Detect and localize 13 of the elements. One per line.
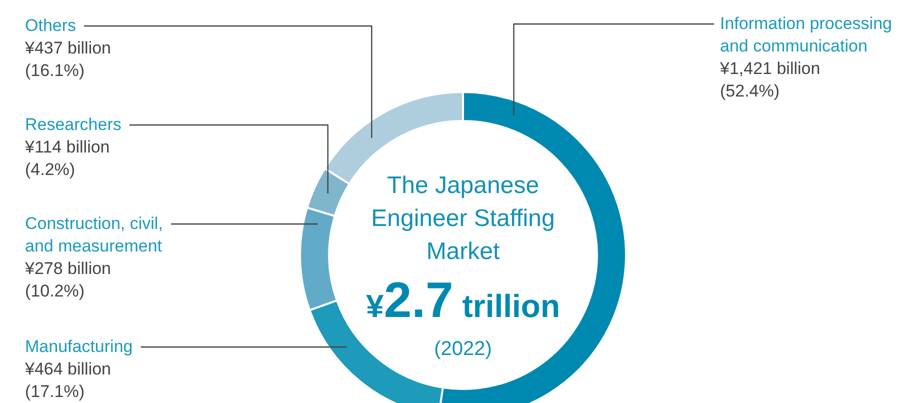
data-label: ¥114 billion (4.2%): [24, 138, 110, 179]
text: ¥2.7 trillion: [366, 272, 560, 328]
text: The Japanese Engineer Staffing Market: [371, 172, 555, 265]
slice-label: Others: [25, 16, 76, 35]
data-label: ¥437 billion (16.1%): [24, 38, 112, 80]
slice-label: Researchers: [25, 115, 122, 134]
slice-label: Manufacturing: [25, 337, 133, 356]
data-label: ¥1,421 billion (52.4%): [719, 59, 820, 100]
data-label: ¥278 billion (10.2%): [24, 259, 112, 300]
slice-label: Information processing and communication: [720, 14, 892, 56]
text: (2022): [434, 338, 492, 360]
slice-label: Construction, civil, and measurement: [25, 214, 163, 256]
data-label: ¥464 billion (17.1%): [24, 360, 112, 401]
